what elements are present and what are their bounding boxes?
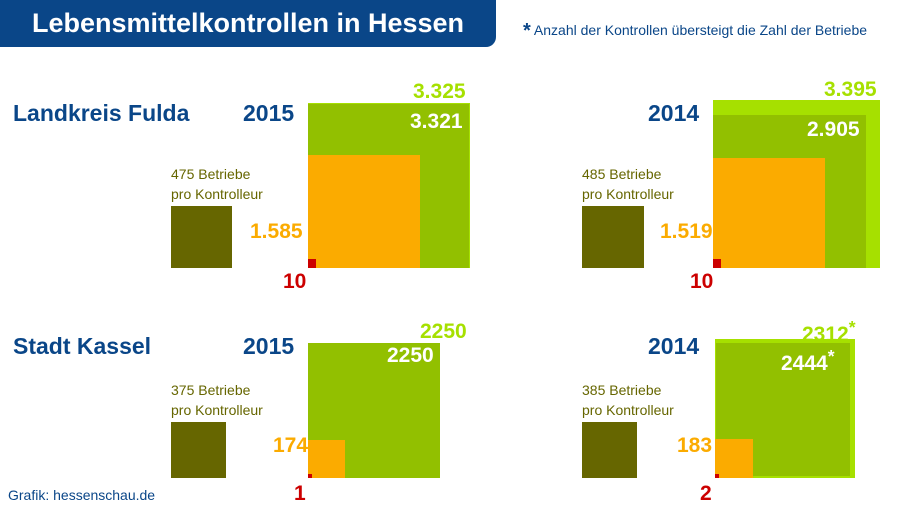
pro-kontrolleur: pro Kontrolleur: [582, 186, 674, 202]
value-light-green: 3.325: [413, 80, 466, 103]
orange-square: [713, 158, 825, 268]
pro-kontrolleur: pro Kontrolleur: [171, 186, 263, 202]
value-light-green: 2312*: [802, 317, 856, 347]
betriebe-label: 385 Betriebe pro Kontrolleur: [582, 380, 674, 420]
value-orange: 1.519: [660, 220, 713, 243]
value-text: 2312: [802, 323, 849, 346]
betriebe-label: 475 Betriebe pro Kontrolleur: [171, 164, 263, 204]
betriebe-count: 475 Betriebe: [171, 166, 251, 182]
value-red: 10: [283, 270, 307, 293]
page-title: Lebensmittelkontrollen in Hessen: [0, 0, 496, 47]
value-green: 2.905: [807, 118, 860, 141]
red-square: [715, 474, 719, 478]
asterisk: *: [848, 317, 856, 337]
source-credit: Grafik: hessenschau.de: [8, 487, 156, 503]
year-label: 2014: [648, 100, 700, 126]
pro-kontrolleur: pro Kontrolleur: [171, 402, 263, 418]
region-fulda: Landkreis Fulda: [13, 100, 190, 126]
value-light-green: 3.395: [824, 78, 877, 101]
footnote: * Anzahl der Kontrollen übersteigt die Z…: [523, 20, 867, 43]
value-orange: 1.585: [250, 220, 303, 243]
betriebe-count: 385 Betriebe: [582, 382, 662, 398]
asterisk: *: [827, 346, 835, 366]
betriebe-count: 485 Betriebe: [582, 166, 662, 182]
olive-square: [171, 422, 226, 478]
value-green: 2250: [387, 344, 434, 367]
value-text: 2444: [781, 352, 828, 375]
region-kassel: Stadt Kassel: [13, 333, 152, 359]
red-square: [308, 474, 312, 478]
value-light-green: 2250: [420, 320, 467, 343]
betriebe-count: 375 Betriebe: [171, 382, 251, 398]
value-green: 2444*: [781, 346, 835, 376]
olive-square: [171, 206, 232, 268]
orange-square: [715, 439, 753, 478]
year-label: 2015: [243, 333, 295, 359]
footnote-text: Anzahl der Kontrollen übersteigt die Zah…: [533, 22, 868, 38]
orange-square: [308, 155, 420, 268]
red-square: [308, 259, 316, 268]
olive-square: [582, 206, 644, 268]
orange-square: [308, 440, 345, 478]
value-orange: 183: [677, 434, 713, 457]
red-square: [713, 259, 721, 268]
value-red: 1: [294, 482, 306, 505]
betriebe-label: 375 Betriebe pro Kontrolleur: [171, 380, 263, 420]
betriebe-label: 485 Betriebe pro Kontrolleur: [582, 164, 674, 204]
year-label: 2015: [243, 100, 295, 126]
value-red: 10: [690, 270, 714, 293]
value-red: 2: [700, 482, 712, 505]
asterisk: *: [523, 20, 531, 42]
year-label: 2014: [648, 333, 700, 359]
olive-square: [582, 422, 637, 478]
value-orange: 174: [273, 434, 309, 457]
pro-kontrolleur: pro Kontrolleur: [582, 402, 674, 418]
value-green: 3.321: [410, 110, 463, 133]
